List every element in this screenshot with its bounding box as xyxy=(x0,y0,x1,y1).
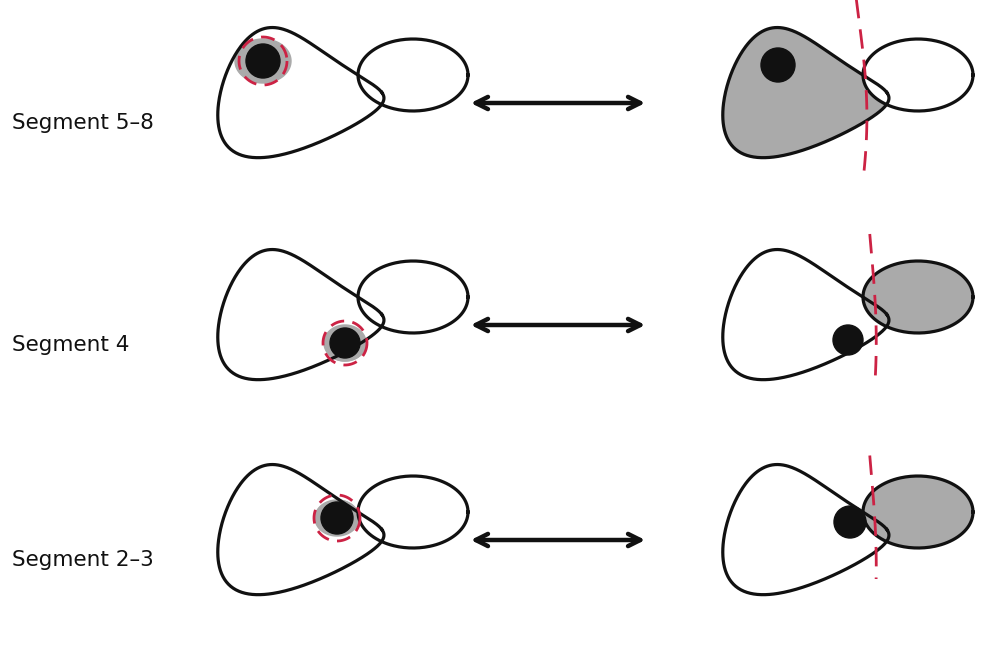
Polygon shape xyxy=(235,39,290,83)
Polygon shape xyxy=(722,464,888,595)
Circle shape xyxy=(832,325,862,355)
Circle shape xyxy=(760,48,794,82)
Polygon shape xyxy=(862,476,972,548)
Text: Segment 5–8: Segment 5–8 xyxy=(12,113,154,133)
Polygon shape xyxy=(315,500,359,536)
Circle shape xyxy=(330,328,360,358)
Polygon shape xyxy=(315,500,359,536)
Circle shape xyxy=(833,506,865,538)
Polygon shape xyxy=(324,325,366,361)
Polygon shape xyxy=(218,249,384,379)
Polygon shape xyxy=(358,39,467,111)
Polygon shape xyxy=(218,27,384,157)
Polygon shape xyxy=(358,261,467,333)
Polygon shape xyxy=(218,464,384,595)
Circle shape xyxy=(246,44,279,78)
Polygon shape xyxy=(862,261,972,333)
Polygon shape xyxy=(358,476,467,548)
Circle shape xyxy=(321,502,353,534)
Polygon shape xyxy=(324,325,366,361)
Polygon shape xyxy=(722,27,888,157)
Polygon shape xyxy=(722,249,888,379)
Text: Segment 4: Segment 4 xyxy=(12,335,129,355)
Polygon shape xyxy=(235,39,290,83)
Polygon shape xyxy=(862,39,972,111)
Text: Segment 2–3: Segment 2–3 xyxy=(12,550,154,570)
